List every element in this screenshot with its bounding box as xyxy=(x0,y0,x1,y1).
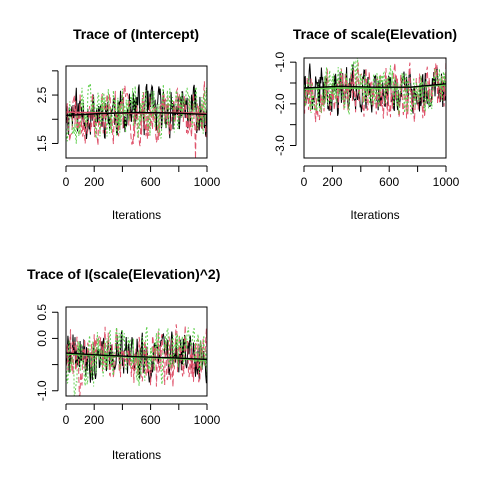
chain-trace-line-3 xyxy=(304,58,446,115)
y-tick-label: 0.0 xyxy=(35,330,49,347)
x-axis-label: Iterations xyxy=(112,448,161,462)
trend-line-main xyxy=(66,111,207,117)
trace-series-group xyxy=(66,81,207,158)
trend-line-main xyxy=(304,83,446,89)
x-tick-label: 0 xyxy=(63,413,70,427)
x-tick-label: 0 xyxy=(301,175,308,189)
y-tick-label: -1.0 xyxy=(35,380,49,401)
x-axis-label: Iterations xyxy=(112,208,161,222)
x-tick-label: 1000 xyxy=(433,175,460,189)
x-tick-label: 1000 xyxy=(194,175,221,189)
trace-series-group xyxy=(66,324,207,396)
y-tick-label: -3.0 xyxy=(273,135,287,156)
x-tick-label: 600 xyxy=(141,175,161,189)
chain-trace-line-3 xyxy=(66,82,207,144)
y-tick-label: 1.5 xyxy=(35,135,49,152)
trace-panel-intercept: 0 200 600 1000 Iterations 1.5 2.5 Trace of (Int… xyxy=(35,26,221,222)
x-axis-label: Iterations xyxy=(350,208,399,222)
trace-series-group xyxy=(304,58,446,123)
trace-panel-scale-elevation: 0 200 600 1000 Iterations -1.0 -2.0 -3.0 Trace o… xyxy=(273,26,460,222)
chain-trace-line-3 xyxy=(66,326,207,396)
x-tick-label: 0 xyxy=(63,175,70,189)
chart-title: Trace of (Intercept) xyxy=(73,26,199,42)
x-tick-label: 1000 xyxy=(194,413,221,427)
trend-line-main xyxy=(66,352,207,361)
chain-trace-line-2 xyxy=(66,324,207,396)
x-tick-label: 600 xyxy=(379,175,399,189)
plot-frame xyxy=(65,306,208,397)
chain-trace-line-2 xyxy=(66,81,207,158)
chain-trace-line-1 xyxy=(304,63,446,116)
x-tick-label: 600 xyxy=(141,413,161,427)
x-tick-label: 200 xyxy=(322,175,342,189)
chain-trace-line-1 xyxy=(66,83,207,140)
x-tick-label: 200 xyxy=(84,413,104,427)
x-tick-label: 200 xyxy=(84,175,104,189)
plot-frame xyxy=(65,65,208,159)
plot-frame xyxy=(303,57,447,159)
chart-title: Trace of I(scale(Elevation)^2) xyxy=(27,266,220,282)
y-tick-label: -1.0 xyxy=(273,52,287,73)
y-tick-label: 0.5 xyxy=(35,304,49,321)
chart-title: Trace of scale(Elevation) xyxy=(293,26,457,42)
y-tick-label: 2.5 xyxy=(35,86,49,103)
y-tick-label: -2.0 xyxy=(273,93,287,114)
trace-panel-scale-elevation-squared: 0 200 600 1000 Iterations 0.5 0.0 -1.0 Trace of … xyxy=(27,266,221,462)
